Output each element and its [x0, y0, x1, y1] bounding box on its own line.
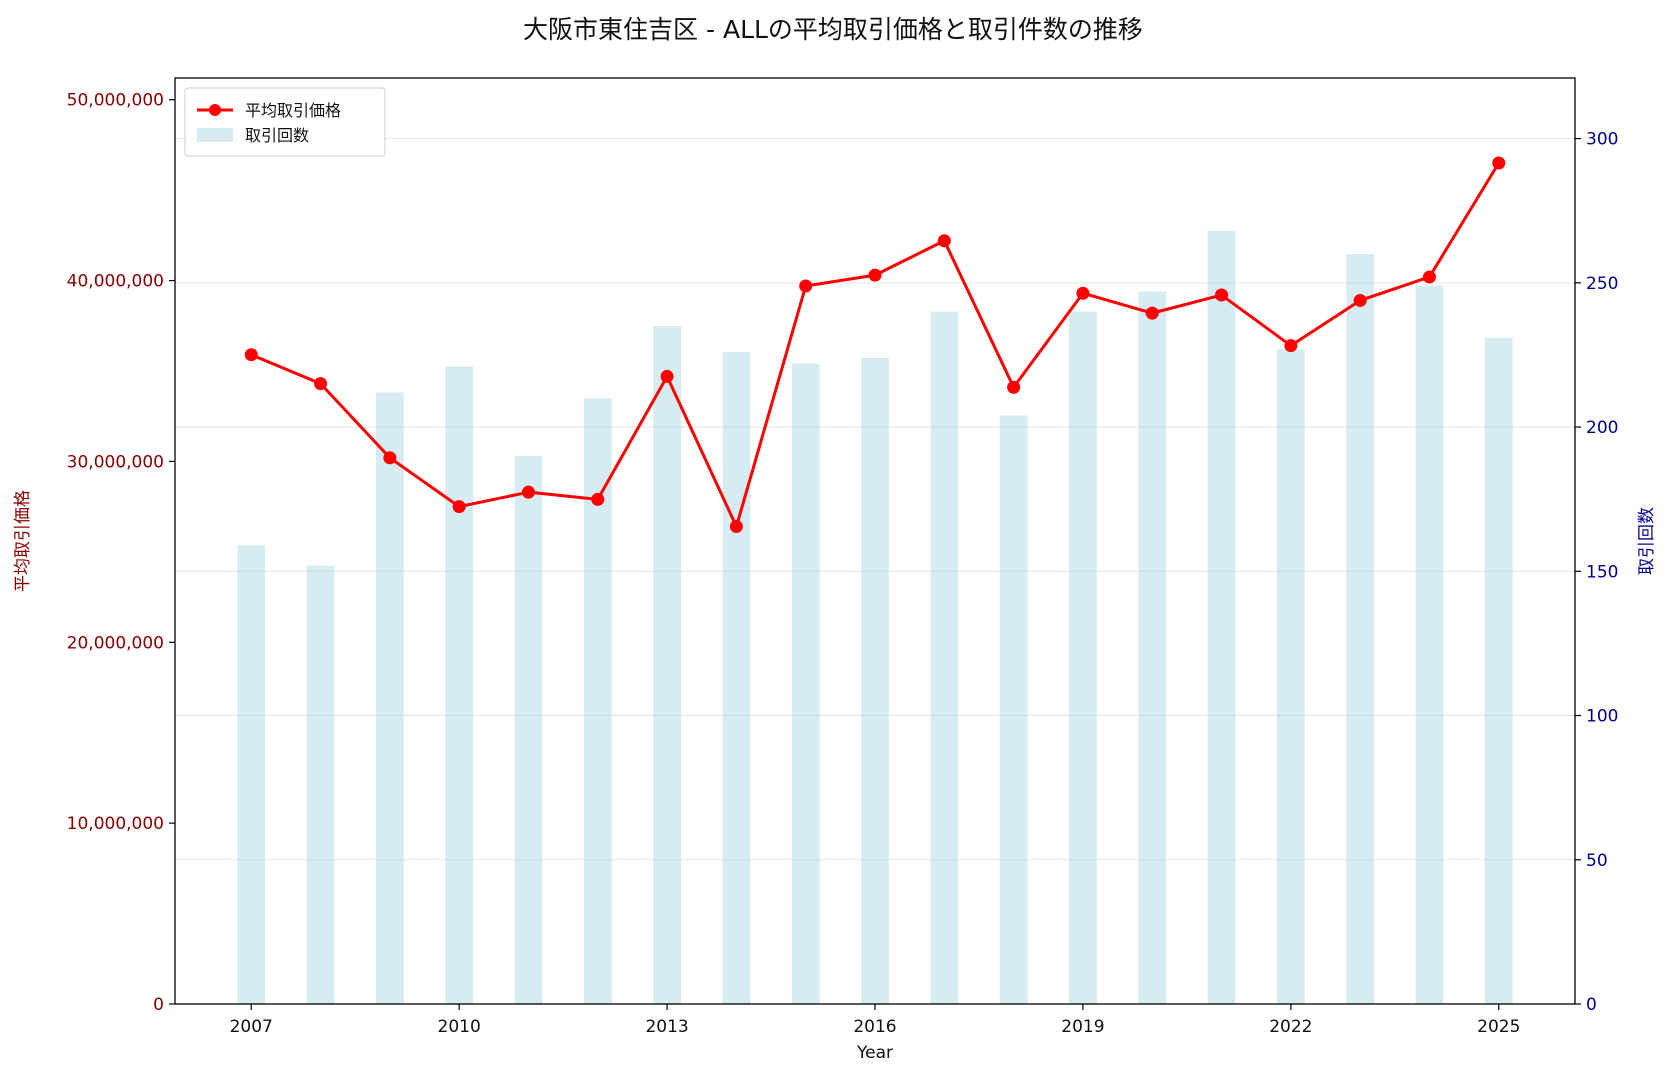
bar: [514, 455, 543, 1005]
y-left-tick-label: 20,000,000: [67, 633, 164, 653]
x-tick-label: 2016: [853, 1017, 896, 1037]
price-point: [868, 268, 882, 282]
legend-label-price: 平均取引価格: [245, 101, 341, 120]
bar: [1138, 291, 1167, 1004]
price-point: [937, 234, 951, 248]
bar: [722, 352, 751, 1005]
y-left-tick-label: 10,000,000: [67, 814, 164, 834]
bar: [445, 366, 474, 1004]
bar: [653, 326, 681, 1004]
x-tick-label: 2019: [1061, 1017, 1104, 1037]
price-point: [591, 492, 605, 506]
x-axis-label: Year: [856, 1043, 893, 1063]
y-right-tick-label: 300: [1586, 130, 1618, 150]
y-axis-right-label: 取引回数: [1637, 507, 1657, 575]
price-point: [452, 500, 466, 514]
bar: [1346, 253, 1375, 1004]
y-left-tick-label: 0: [153, 995, 164, 1015]
legend-label-count: 取引回数: [245, 126, 309, 145]
price-point: [521, 485, 535, 499]
price-point: [799, 279, 813, 293]
bar: [1207, 230, 1236, 1004]
bar: [306, 565, 335, 1004]
bar: [999, 415, 1028, 1004]
bar: [1415, 285, 1444, 1004]
price-point: [1284, 339, 1298, 353]
y-right-tick-label: 100: [1586, 707, 1618, 727]
axes: 0 10,000,000 20,000,000 30,000,000 40,000,00…: [67, 91, 1619, 1037]
price-point: [244, 348, 258, 362]
bar: [791, 363, 820, 1005]
x-tick-label: 2025: [1477, 1017, 1520, 1037]
bar: [583, 398, 612, 1005]
legend-line-marker: [209, 104, 221, 116]
bar: [1069, 311, 1097, 1004]
price-point: [1076, 286, 1090, 300]
price-point: [314, 377, 328, 391]
price-point: [729, 520, 743, 534]
legend-bar-swatch: [197, 128, 233, 142]
line-series: [244, 156, 1506, 534]
x-tick-label: 2007: [230, 1017, 273, 1037]
y-left-tick-label: 30,000,000: [67, 452, 164, 472]
bar: [375, 392, 404, 1004]
y-right-tick-label: 50: [1586, 851, 1608, 871]
y-left-tick-label: 40,000,000: [67, 272, 164, 292]
y-axis-left-label: 平均取引価格: [13, 490, 33, 592]
price-point: [1422, 270, 1436, 284]
y-right-tick-label: 0: [1586, 995, 1597, 1015]
legend-box: [184, 87, 386, 157]
price-point: [1353, 293, 1367, 307]
legend: 平均取引価格 取引回数: [184, 87, 386, 157]
y-left-tick-label: 50,000,000: [67, 91, 164, 111]
price-point: [1007, 380, 1021, 394]
y-right-tick-label: 250: [1586, 274, 1618, 294]
bar: [861, 357, 889, 1004]
bar: [1484, 337, 1513, 1004]
price-point: [660, 369, 674, 383]
chart-title: 大阪市東住吉区 - ALLの平均取引価格と取引件数の推移: [523, 15, 1143, 44]
y-right-tick-label: 200: [1586, 418, 1618, 438]
x-tick-label: 2013: [645, 1017, 688, 1037]
bar-series: [237, 230, 1513, 1005]
price-point: [1215, 288, 1229, 302]
bar: [237, 545, 266, 1004]
x-tick-label: 2010: [438, 1017, 481, 1037]
x-tick-label: 2022: [1269, 1017, 1312, 1037]
bar: [1276, 349, 1305, 1004]
price-point: [1492, 156, 1506, 170]
bar: [930, 311, 959, 1004]
price-point: [383, 451, 397, 465]
price-point: [1145, 306, 1159, 320]
y-right-tick-label: 150: [1586, 562, 1618, 582]
